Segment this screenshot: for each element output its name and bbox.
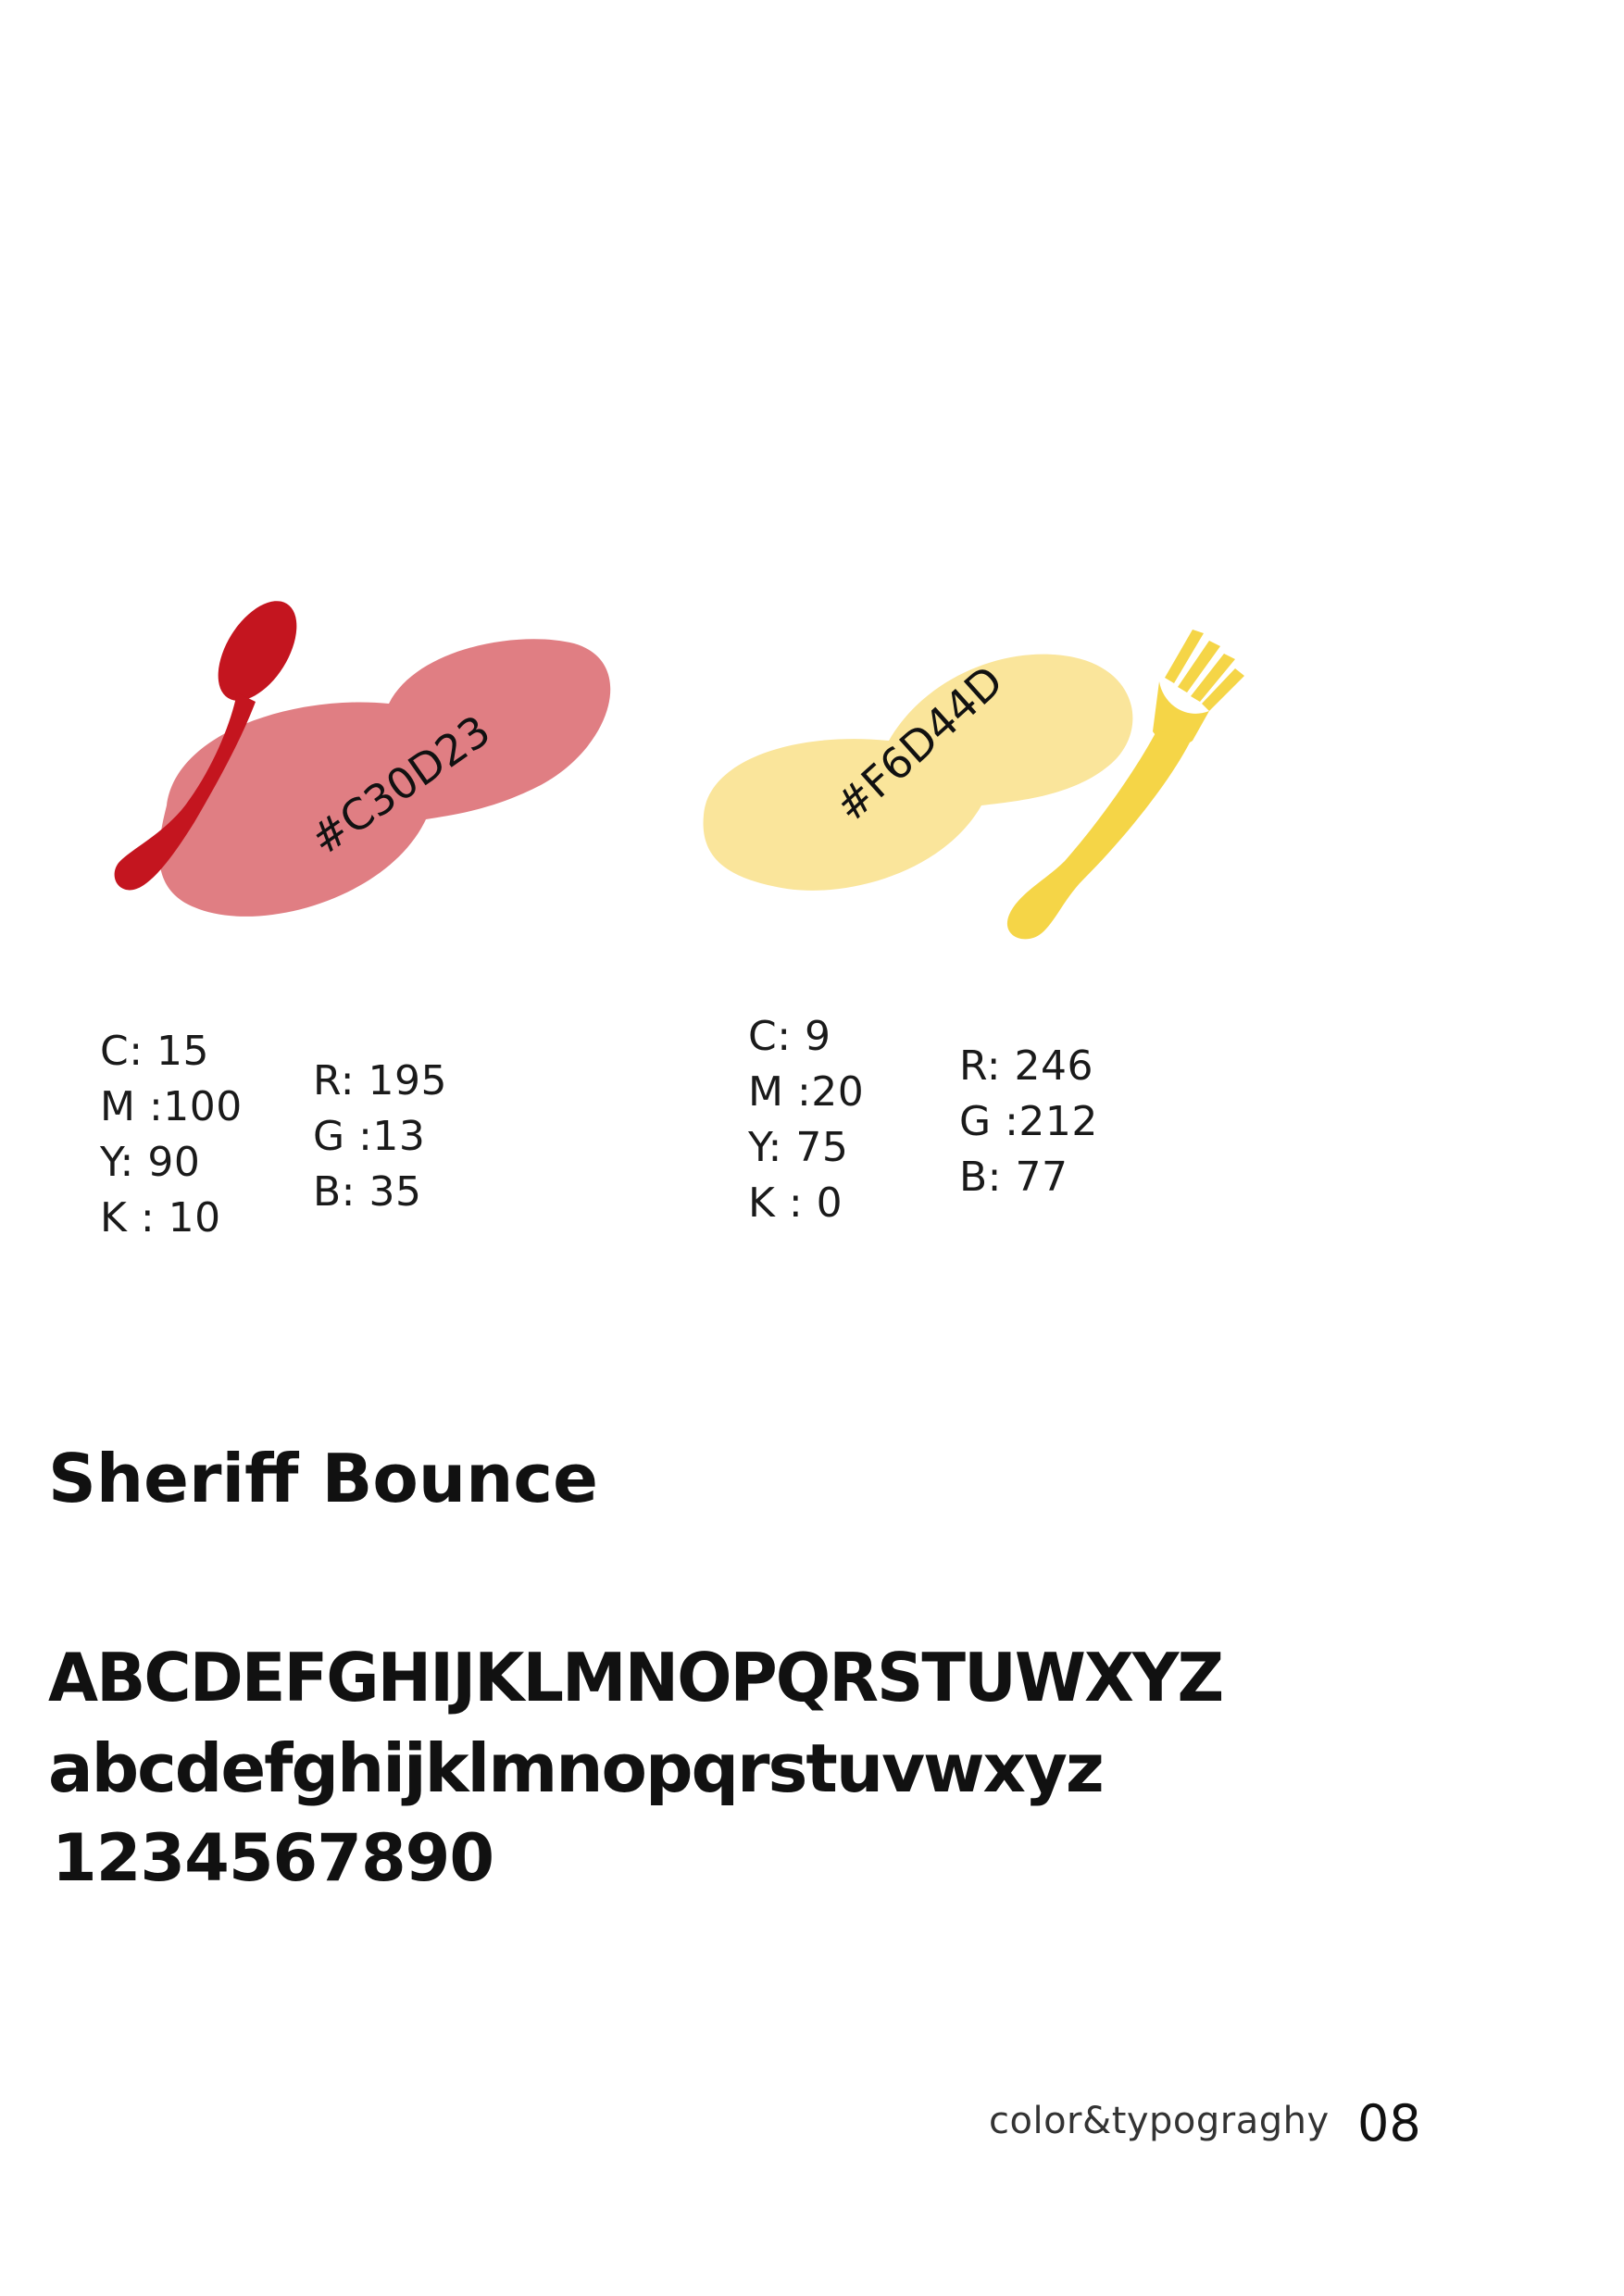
section-label: color&typograghy	[989, 2100, 1330, 2142]
font-name-heading: Sheriff Bounce	[48, 1440, 598, 1517]
primary-cmyk-c: C: 15	[100, 1024, 243, 1079]
primary-rgb-values: R: 195 G :13 B: 35	[313, 1054, 447, 1220]
secondary-rgb-values: R: 246 G :212 B: 77	[959, 1039, 1098, 1205]
primary-rgb-g: G :13	[313, 1109, 447, 1165]
secondary-cmyk-k: K : 0	[748, 1176, 864, 1231]
secondary-cmyk-values: C: 9 M :20 Y: 75 K : 0	[748, 1009, 864, 1231]
secondary-color-swatch: #F6D44D	[685, 593, 1296, 981]
primary-cmyk-values: C: 15 M :100 Y: 90 K : 10	[100, 1024, 243, 1246]
page-number: 08	[1357, 2094, 1421, 2152]
primary-cmyk-k: K : 10	[100, 1191, 243, 1246]
uppercase-sample: ABCDEFGHIJKLMNOPQRSTUWXYZ	[48, 1639, 1222, 1716]
secondary-rgb-b: B: 77	[959, 1150, 1098, 1205]
primary-color-swatch: #C30D23	[56, 593, 630, 944]
primary-cmyk-m: M :100	[100, 1079, 243, 1135]
primary-rgb-r: R: 195	[313, 1054, 447, 1109]
primary-rgb-b: B: 35	[313, 1165, 447, 1220]
secondary-cmyk-y: Y: 75	[748, 1120, 864, 1176]
secondary-rgb-g: G :212	[959, 1094, 1098, 1150]
secondary-cmyk-c: C: 9	[748, 1009, 864, 1065]
digits-sample: 1234567890	[52, 1820, 493, 1896]
lowercase-sample: abcdefghijklmnopqrstuvwxyz	[48, 1729, 1103, 1807]
secondary-cmyk-m: M :20	[748, 1065, 864, 1120]
primary-cmyk-y: Y: 90	[100, 1135, 243, 1191]
secondary-rgb-r: R: 246	[959, 1039, 1098, 1094]
